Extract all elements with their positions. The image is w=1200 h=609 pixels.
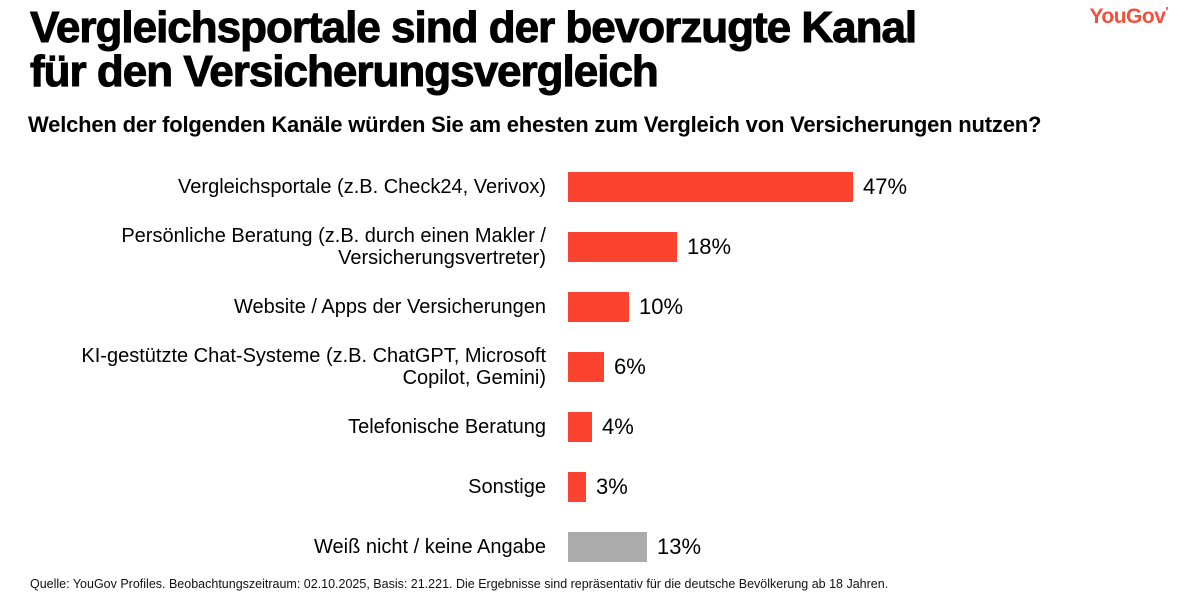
- value-label: 4%: [602, 414, 634, 439]
- bar: [568, 472, 586, 502]
- yougov-logo: YouGov': [1089, 4, 1168, 28]
- chart-row: Website / Apps der Versicherungen 10%: [30, 277, 1170, 337]
- bar: [568, 352, 604, 382]
- value-label: 47%: [863, 174, 908, 199]
- category-label: Persönliche Beratung (z.B. durch einen M…: [121, 225, 546, 269]
- chart-row: Vergleichsportale (z.B. Check24, Verivox…: [30, 157, 1170, 217]
- bar: [568, 532, 647, 562]
- source-note: Quelle: YouGov Profiles. Beobachtungszei…: [30, 577, 889, 591]
- value-label: 10%: [639, 294, 684, 319]
- category-label: Vergleichsportale (z.B. Check24, Verivox…: [178, 176, 546, 198]
- chart-row: Weiß nicht / keine Angabe 13%: [30, 517, 1170, 577]
- value-label: 13%: [657, 534, 702, 559]
- bar: [568, 172, 853, 202]
- chart-row: Sonstige 3%: [30, 457, 1170, 517]
- category-label: Website / Apps der Versicherungen: [233, 296, 546, 318]
- value-label: 18%: [687, 234, 732, 259]
- category-label: Weiß nicht / keine Angabe: [314, 536, 546, 558]
- bar: [568, 292, 629, 322]
- value-label: 6%: [614, 354, 646, 379]
- bar-chart: Vergleichsportale (z.B. Check24, Verivox…: [30, 157, 1170, 577]
- category-label: Sonstige: [468, 476, 546, 498]
- bar: [568, 412, 592, 442]
- bar: [568, 232, 677, 262]
- chart-row: KI-gestützte Chat-Systeme (z.B. ChatGPT,…: [30, 337, 1170, 397]
- yougov-logo-mark: ': [1165, 4, 1168, 19]
- yougov-logo-text: YouGov: [1089, 5, 1166, 28]
- survey-question: Welchen der folgenden Kanäle würden Sie …: [28, 112, 1042, 137]
- chart-row: Persönliche Beratung (z.B. durch einen M…: [30, 217, 1170, 277]
- category-label: Telefonische Beratung: [348, 416, 546, 438]
- category-label: KI-gestützte Chat-Systeme (z.B. ChatGPT,…: [81, 345, 546, 389]
- value-label: 3%: [596, 474, 628, 499]
- page-title: Vergleichsportale sind der bevorzugte Ka…: [30, 3, 918, 96]
- chart-row: Telefonische Beratung 4%: [30, 397, 1170, 457]
